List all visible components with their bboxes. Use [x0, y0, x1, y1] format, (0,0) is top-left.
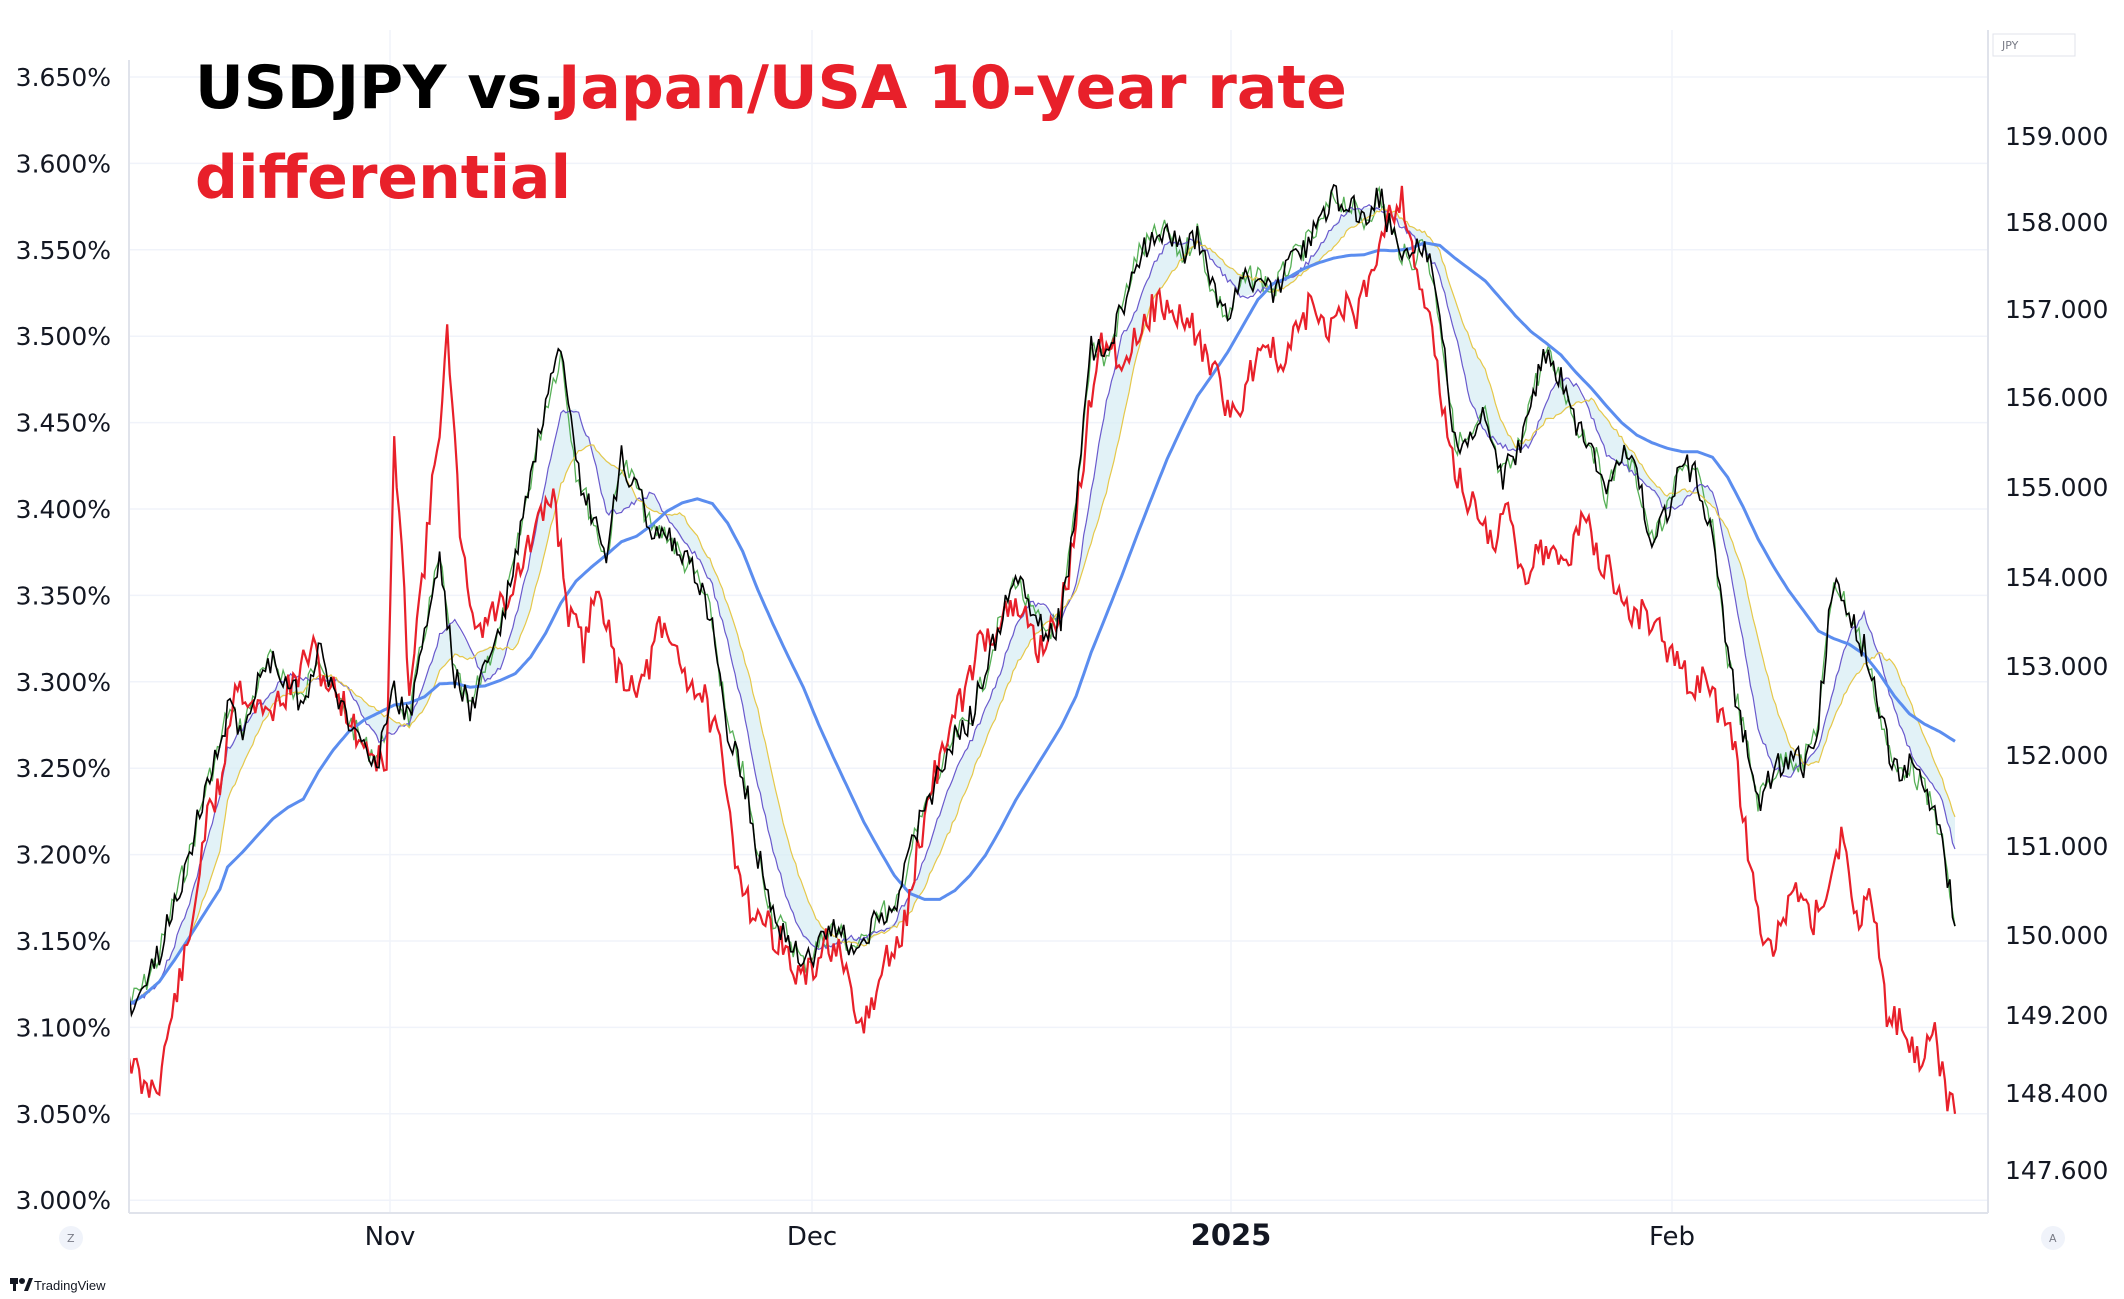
left-tick-label: 3.050%: [16, 1100, 111, 1129]
right-tick-label: 156.000: [2005, 383, 2108, 412]
left-tick-label: 3.550%: [16, 236, 111, 265]
left-tick-label: 3.350%: [16, 581, 111, 610]
ribbon-band: [129, 207, 1955, 1005]
right-tick-label: 155.000: [2005, 473, 2108, 502]
symbol-label: JPY: [2001, 39, 2019, 52]
right-tick-label: 151.000: [2005, 832, 2108, 861]
right-tick-label: 152.000: [2005, 741, 2108, 770]
x-tick-label: 2025: [1191, 1218, 1272, 1252]
right-corner-label: A: [2049, 1232, 2057, 1245]
left-tick-label: 3.100%: [16, 1013, 111, 1042]
ma-fast-line: [128, 204, 1956, 1006]
right-tick-label: 149.200: [2005, 1001, 2108, 1030]
left-axis-ticks: 3.650% 3.600% 3.550% 3.500% 3.450% 3.400% 3.35…: [16, 63, 111, 1215]
right-axis-ticks: 159.000 158.000 157.000 156.000 155.000 154.0…: [2005, 122, 2108, 1185]
x-axis-ticks: Nov Dec 2025 Feb: [365, 1218, 1695, 1252]
chart-title-part1: USDJPY vs.: [195, 53, 565, 123]
left-corner-label: Z: [67, 1232, 75, 1245]
right-tick-label: 147.600: [2005, 1156, 2108, 1185]
tradingview-brand: TradingView: [34, 1278, 106, 1293]
left-tick-label: 3.450%: [16, 409, 111, 438]
symbol-box: [1992, 33, 2076, 57]
right-tick-label: 159.000: [2005, 122, 2108, 151]
right-tick-label: 158.000: [2005, 208, 2108, 237]
right-corner-button[interactable]: [2041, 1226, 2065, 1250]
right-tick-label: 153.000: [2005, 652, 2108, 681]
left-tick-label: 3.400%: [16, 495, 111, 524]
x-tick-label: Dec: [787, 1222, 837, 1252]
ma-slow-line: [128, 241, 1956, 1007]
left-tick-label: 3.000%: [16, 1186, 111, 1215]
left-tick-label: 3.250%: [16, 754, 111, 783]
right-tick-label: 148.400: [2005, 1079, 2108, 1108]
right-tick-label: 154.000: [2005, 563, 2108, 592]
usdjpy-price-line: [128, 183, 1956, 1018]
tradingview-logo-icon: [10, 1278, 33, 1291]
left-tick-label: 3.650%: [16, 63, 111, 92]
x-tick-label: Nov: [365, 1222, 416, 1252]
chart-title-part2-line1: Japan/USA 10-year rate: [554, 53, 1347, 123]
series-lines: [127, 183, 1957, 1114]
left-tick-label: 3.500%: [16, 322, 111, 351]
left-tick-label: 3.200%: [16, 841, 111, 870]
left-tick-label: 3.150%: [16, 927, 111, 956]
right-tick-label: 150.000: [2005, 921, 2108, 950]
ribbon-fill: [129, 207, 1955, 1005]
chart-title-part2-line2: differential: [195, 143, 571, 213]
x-tick-label: Feb: [1649, 1222, 1695, 1252]
ribbon-green-line: [128, 185, 1956, 1006]
differential-line: [127, 185, 1957, 1114]
left-tick-label: 3.600%: [16, 149, 111, 178]
grid-lines: [129, 30, 1988, 1213]
left-tick-label: 3.300%: [16, 668, 111, 697]
left-corner-button[interactable]: [59, 1226, 83, 1250]
right-tick-label: 157.000: [2005, 295, 2108, 324]
